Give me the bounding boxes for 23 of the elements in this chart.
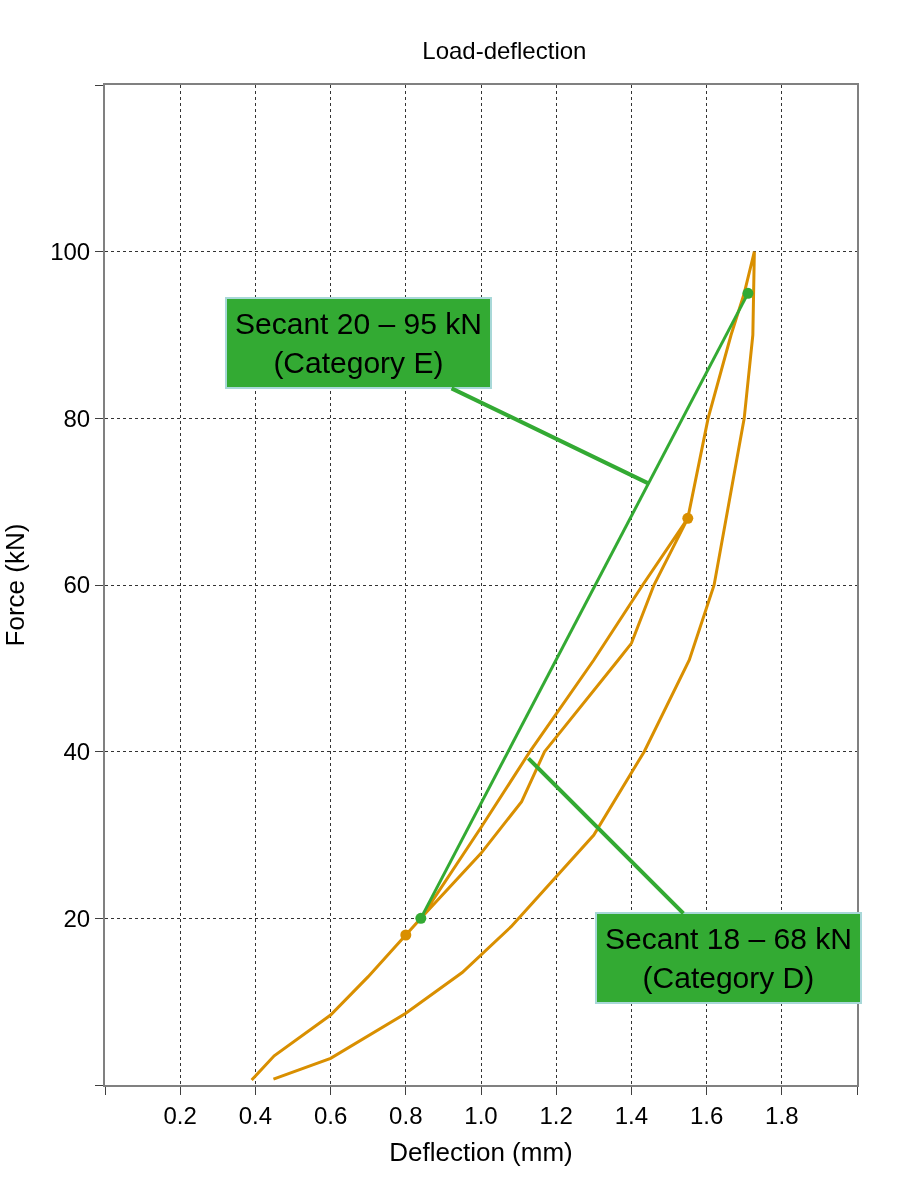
point xyxy=(400,929,412,941)
y-tick-label: 20 xyxy=(63,904,91,932)
x-tick-label: 0.4 xyxy=(238,1101,273,1129)
y-tick-label: 100 xyxy=(50,238,91,266)
x-tick-label: 1.0 xyxy=(464,1101,498,1129)
x-tick-label: 0.8 xyxy=(389,1101,423,1129)
chart-title: Load-deflection xyxy=(422,36,587,64)
y-axis-title: Force (kN) xyxy=(0,523,30,647)
annotation: Secant 18 – 68 kN (Category D) xyxy=(605,922,852,994)
x-tick-label: 1.4 xyxy=(614,1101,649,1129)
point xyxy=(415,912,427,924)
x-tick-label: 0.6 xyxy=(313,1101,348,1129)
point xyxy=(742,287,754,299)
x-tick-label: 0.2 xyxy=(163,1101,197,1129)
annotation: Secant 20 – 95 kN (Category E) xyxy=(235,307,482,379)
x-tick-label: 1.6 xyxy=(689,1101,724,1129)
y-tick-label: 60 xyxy=(63,571,91,599)
point xyxy=(682,512,694,524)
y-tick-label: 80 xyxy=(63,404,91,432)
x-tick-label: 1.2 xyxy=(539,1101,573,1129)
x-tick-label: 1.8 xyxy=(765,1101,799,1129)
y-tick-label: 40 xyxy=(63,738,91,766)
x-axis-title: Deflection (mm) xyxy=(389,1137,573,1167)
